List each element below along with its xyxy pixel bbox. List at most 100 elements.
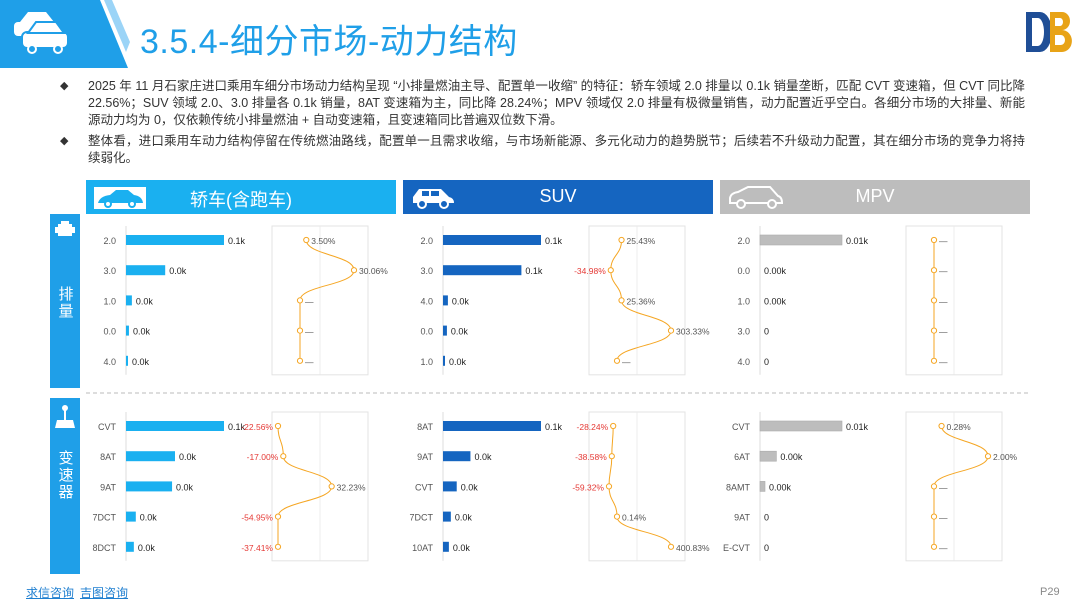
bar (759, 420, 843, 432)
yoy-point (328, 483, 335, 490)
value-label: 0.1k (525, 266, 543, 276)
yoy-point (280, 453, 287, 460)
category-label: 2.0 (737, 236, 750, 246)
yoy-point (667, 543, 675, 550)
yoy-point (274, 513, 282, 520)
bar (126, 541, 134, 552)
category-label: 9AT (100, 482, 116, 492)
category-label: 8AT (100, 452, 116, 462)
value-label: 0 (764, 357, 769, 367)
bullet-item: ◆ 整体看，进口乘用车动力结构停留在传统燃油路线，配置单一且需求收缩，与市场新能… (60, 134, 1025, 165)
yoy-label: -38.58% (575, 452, 607, 462)
page-number: P29 (1040, 586, 1060, 598)
category-label: 10AT (412, 543, 433, 553)
category-label: E-CVT (723, 543, 751, 553)
segment-label: MPV (855, 186, 895, 206)
value-label: 0.0k (176, 482, 194, 492)
bar (126, 451, 175, 462)
bar (126, 325, 129, 336)
yoy-point (350, 267, 358, 274)
side-label-gearbox: 变速器 (56, 450, 74, 501)
yoy-point (296, 327, 304, 334)
category-label: 6AT (734, 452, 750, 462)
value-label: 0 (764, 327, 769, 337)
segment-label: 轿车(含跑车) (190, 190, 292, 210)
category-label: 1.0 (737, 296, 750, 306)
value-label: 0.1k (228, 422, 246, 432)
yoy-line (608, 425, 672, 547)
value-label: 0.0k (133, 327, 151, 337)
yoy-panel (905, 411, 1003, 562)
yoy-label: — (939, 513, 948, 523)
yoy-point (296, 357, 304, 364)
yoy-point (930, 297, 938, 304)
category-label: 0.0 (737, 266, 750, 276)
category-label: 7DCT (409, 513, 433, 523)
bar (443, 541, 449, 552)
value-label: 0.0k (140, 513, 158, 523)
bar (443, 235, 541, 245)
category-label: 0.0 (420, 327, 433, 337)
yoy-label: — (305, 296, 314, 306)
yoy-label: 303.33% (676, 327, 710, 337)
side-block-gearbox: 变速器 (50, 398, 80, 574)
yoy-label: -28.24% (577, 422, 609, 432)
bar (126, 295, 132, 306)
value-label: 0.0k (452, 296, 470, 306)
yoy-point (274, 422, 282, 430)
yoy-point (618, 297, 625, 304)
yoy-point (930, 357, 938, 364)
side-label-engine: 排量 (56, 286, 74, 320)
yoy-panel (588, 411, 686, 562)
bar (443, 481, 457, 492)
yoy-point (930, 327, 938, 334)
category-label: CVT (415, 482, 434, 492)
bullet-item: ◆ 2025 年 11 月石家庄进口乘用车细分市场动力结构呈现 “小排量燃油主导… (60, 79, 1025, 127)
footer-link-2[interactable]: 吉图咨询 (80, 586, 129, 600)
yoy-label: 32.23% (337, 482, 366, 492)
diamond-bullet-icon: ◆ (60, 135, 69, 147)
category-label: 2.0 (103, 236, 116, 246)
yoy-label: — (305, 327, 314, 337)
bar (443, 295, 448, 306)
suv-icon (413, 189, 454, 209)
yoy-point (608, 453, 615, 460)
value-label: 0.0k (451, 327, 469, 337)
yoy-label: -59.32% (572, 482, 604, 492)
summary-bullets: ◆ 2025 年 11 月石家庄进口乘用车细分市场动力结构呈现 “小排量燃油主导… (60, 78, 1025, 171)
side-block-engine: 排量 (50, 214, 80, 388)
yoy-label: 0.28% (947, 422, 972, 432)
yoy-point (930, 236, 938, 244)
category-label: CVT (98, 422, 117, 432)
yoy-label: 2.00% (993, 452, 1018, 462)
category-label: 9AT (417, 452, 433, 462)
category-label: 8AT (417, 422, 433, 432)
value-label: 0.0k (136, 296, 154, 306)
bar (443, 265, 522, 276)
bar (443, 355, 445, 366)
footer-link-1[interactable]: 求信咨询 (26, 586, 75, 600)
yoy-panel (271, 411, 369, 562)
yoy-label: — (939, 482, 948, 492)
category-label: 4.0 (420, 296, 433, 306)
segment-header-mpv: MPV (720, 180, 1030, 214)
bar (126, 511, 136, 522)
category-label: 8DCT (92, 543, 116, 553)
diamond-bullet-icon: ◆ (60, 80, 69, 92)
value-label: 0.0k (453, 543, 471, 553)
yoy-label: — (939, 357, 948, 367)
page-title: 3.5.4-细分市场-动力结构 (140, 23, 518, 61)
value-label: 0.0k (461, 482, 479, 492)
segment-header-sedan: 轿车(含跑车) (86, 180, 396, 214)
value-label: 0.00k (780, 452, 803, 462)
header-band (0, 0, 130, 68)
yoy-point (618, 236, 625, 244)
yoy-point (613, 513, 621, 520)
yoy-point (605, 483, 613, 490)
yoy-line (933, 425, 989, 547)
bar (443, 325, 447, 336)
yoy-label: -37.41% (241, 543, 273, 553)
yoy-line (299, 239, 355, 361)
yoy-point (984, 453, 992, 460)
